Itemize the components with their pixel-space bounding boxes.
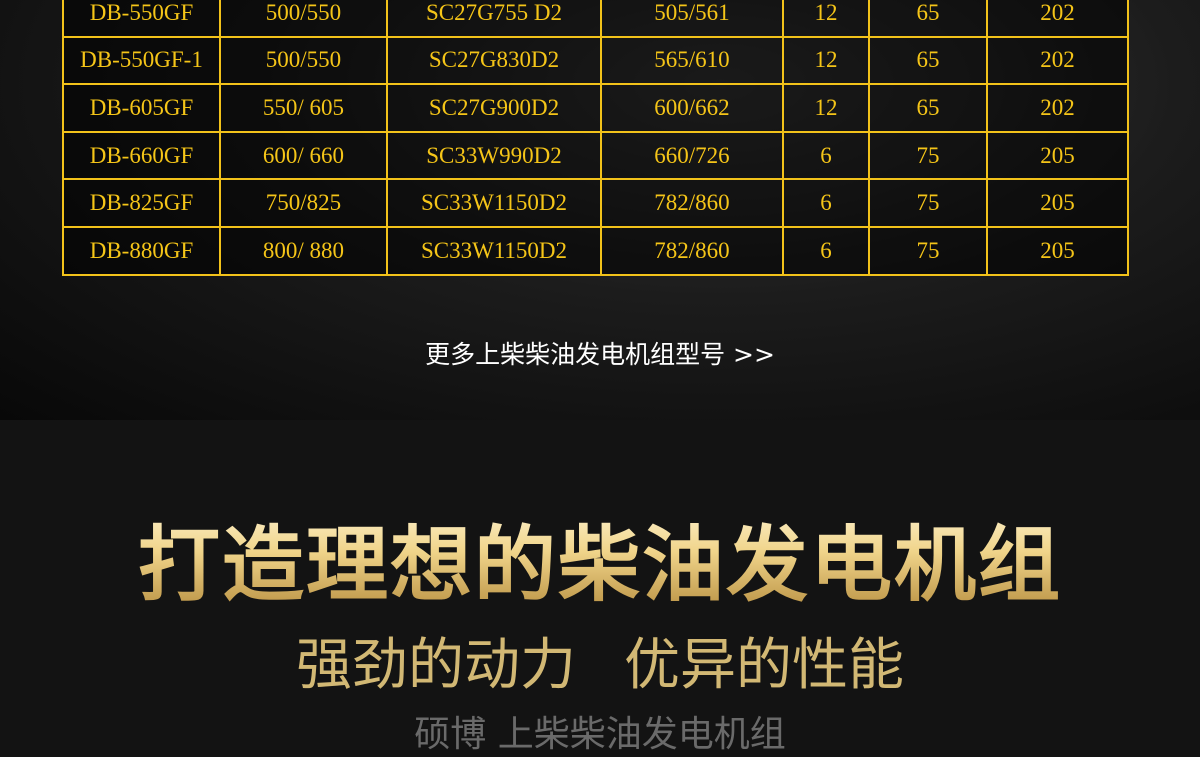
table-cell: 205 (986, 225, 1129, 276)
table-cell: DB-660GF (62, 130, 221, 181)
table-cell: DB-605GF (62, 83, 221, 133)
table-cell: DB-550GF-1 (62, 35, 221, 86)
subline: 强劲的动力 优异的性能 (0, 620, 1200, 701)
bottom-section (0, 420, 1200, 723)
table-cell: 782/860 (600, 178, 784, 228)
table-row: DB-660GF 600/ 660 SC33W990D2 660/726 6 75 205 (62, 130, 1129, 181)
table-cell: 12 (782, 0, 870, 38)
table-cell: 750/825 (219, 178, 388, 228)
table-cell: 505/561 (600, 0, 784, 38)
table-row: DB-880GF 800/ 880 SC33W1150D2 782/860 6 75 205 (62, 225, 1129, 276)
table-cell: 6 (782, 178, 870, 228)
table-cell: 75 (868, 130, 988, 181)
table-cell: 65 (868, 35, 988, 86)
headline: 打造理想的柴油发电机组 (0, 498, 1200, 617)
table-cell: DB-880GF (62, 225, 221, 276)
table-cell: 202 (986, 83, 1129, 133)
table-cell: 205 (986, 178, 1129, 228)
table-cell: 12 (782, 35, 870, 86)
table-cell: 660/726 (600, 130, 784, 181)
table-cell: SC33W1150D2 (386, 225, 602, 276)
brand-line: 硕博 上柴柴油发电机组 (414, 714, 786, 755)
table-cell: 65 (868, 83, 988, 133)
table-cell: 65 (868, 0, 988, 38)
table-cell: SC33W1150D2 (386, 178, 602, 228)
table-cell: SC27G900D2 (386, 83, 602, 133)
more-models-link[interactable]: 更多上柴柴油发电机组型号 >> (425, 340, 775, 369)
table-cell: 600/662 (600, 83, 784, 133)
table-cell: 202 (986, 0, 1129, 38)
table-cell: 205 (986, 130, 1129, 181)
table-cell: 565/610 (600, 35, 784, 86)
subline-left: 强劲的动力 (296, 633, 576, 698)
table-cell: 600/ 660 (219, 130, 388, 181)
table-cell: 75 (868, 178, 988, 228)
table-cell: SC27G830D2 (386, 35, 602, 86)
table-cell: 550/ 605 (219, 83, 388, 133)
table-row: DB-550GF 500/550 SC27G755 D2 505/561 12 65 202 (62, 0, 1129, 38)
subline-right: 优异的性能 (624, 633, 904, 698)
table-cell: DB-550GF (62, 0, 221, 38)
table-cell: 782/860 (600, 225, 784, 276)
spec-table: DB-550GF 500/550 SC27G755 D2 505/561 12 65 202… (62, 0, 1129, 276)
table-row: DB-550GF-1 500/550 SC27G830D2 565/610 12 65 20… (62, 35, 1129, 86)
table-cell: SC33W990D2 (386, 130, 602, 181)
table-cell: 6 (782, 130, 870, 181)
table-cell: 202 (986, 35, 1129, 86)
table-cell: 800/ 880 (219, 225, 388, 276)
table-cell: 75 (868, 225, 988, 276)
table-cell: 6 (782, 225, 870, 276)
table-row: DB-825GF 750/825 SC33W1150D2 782/860 6 75 205 (62, 178, 1129, 228)
table-cell: 500/550 (219, 0, 388, 38)
table-cell: 12 (782, 83, 870, 133)
table-cell: SC27G755 D2 (386, 0, 602, 38)
table-cell: DB-825GF (62, 178, 221, 228)
table-row: DB-605GF 550/ 605 SC27G900D2 600/662 12 65 202 (62, 83, 1129, 133)
table-cell: 500/550 (219, 35, 388, 86)
